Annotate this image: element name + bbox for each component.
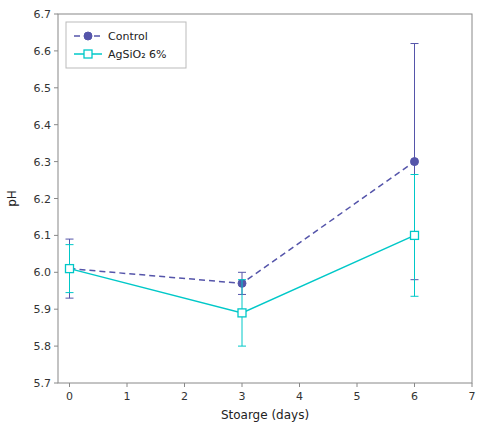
x-tick-label: 3: [239, 390, 246, 403]
x-tick: [357, 383, 358, 387]
legend-marker: [84, 50, 92, 58]
series-line: [70, 162, 415, 284]
y-tick: [54, 235, 58, 236]
y-axis-label: pH: [5, 190, 19, 207]
legend-label: Control: [108, 30, 148, 43]
y-tick-label: 6.0: [34, 266, 52, 279]
plot-frame: [58, 14, 472, 383]
legend-label: AgSiO₂ 6%: [108, 48, 167, 61]
legend: Control AgSiO₂ 6%: [66, 22, 186, 68]
y-tick: [54, 124, 58, 125]
y-tick: [54, 87, 58, 88]
error-bar: [66, 245, 74, 293]
series: [66, 44, 419, 299]
series: [66, 175, 419, 347]
x-axis-label: Stoarge (days): [221, 408, 309, 422]
x-tick-label: 5: [354, 390, 361, 403]
y-tick-label: 6.7: [34, 8, 52, 21]
x-tick: [242, 383, 243, 387]
y-tick: [54, 198, 58, 199]
y-tick: [54, 14, 58, 15]
y-tick-label: 5.9: [34, 303, 52, 316]
x-tick-label: 6: [411, 390, 418, 403]
y-tick-label: 6.4: [34, 119, 52, 132]
y-tick-label: 6.6: [34, 45, 52, 58]
legend-box: [66, 22, 186, 68]
y-tick: [54, 161, 58, 162]
y-tick-label: 5.8: [34, 340, 52, 353]
y-tick-label: 6.1: [34, 229, 52, 242]
error-bar: [411, 175, 419, 297]
x-tick-label: 7: [469, 390, 476, 403]
chart: 5.7 5.8 5.9 6.0 6.1 6.2 6.3 6.4 6.5 6.6 6.7 0 1 2 3 4 5 6…: [0, 0, 488, 429]
data-point: [66, 265, 74, 273]
data-point: [66, 265, 74, 273]
x-tick-label: 0: [66, 390, 73, 403]
legend-marker: [84, 32, 92, 40]
plot-area: [66, 44, 419, 347]
series-line: [70, 235, 415, 312]
x-tick: [184, 383, 185, 387]
y-tick: [54, 383, 58, 384]
y-tick-label: 6.5: [34, 82, 52, 95]
y-tick-label: 5.7: [34, 377, 52, 390]
x-tick: [69, 383, 70, 387]
data-point: [411, 158, 419, 166]
x-tick: [299, 383, 300, 387]
y-tick-label: 6.3: [34, 156, 52, 169]
x-tick-label: 2: [181, 390, 188, 403]
error-bar: [66, 239, 74, 298]
data-point: [411, 231, 419, 239]
x-tick: [414, 383, 415, 387]
x-tick-label: 1: [124, 390, 131, 403]
x-tick: [472, 383, 473, 387]
x-tick: [127, 383, 128, 387]
error-bar: [238, 280, 246, 346]
y-tick-label: 6.2: [34, 193, 52, 206]
y-tick: [54, 346, 58, 347]
x-tick-label: 4: [296, 390, 303, 403]
y-tick: [54, 50, 58, 51]
data-point: [238, 309, 246, 317]
y-tick: [54, 309, 58, 310]
y-tick: [54, 272, 58, 273]
